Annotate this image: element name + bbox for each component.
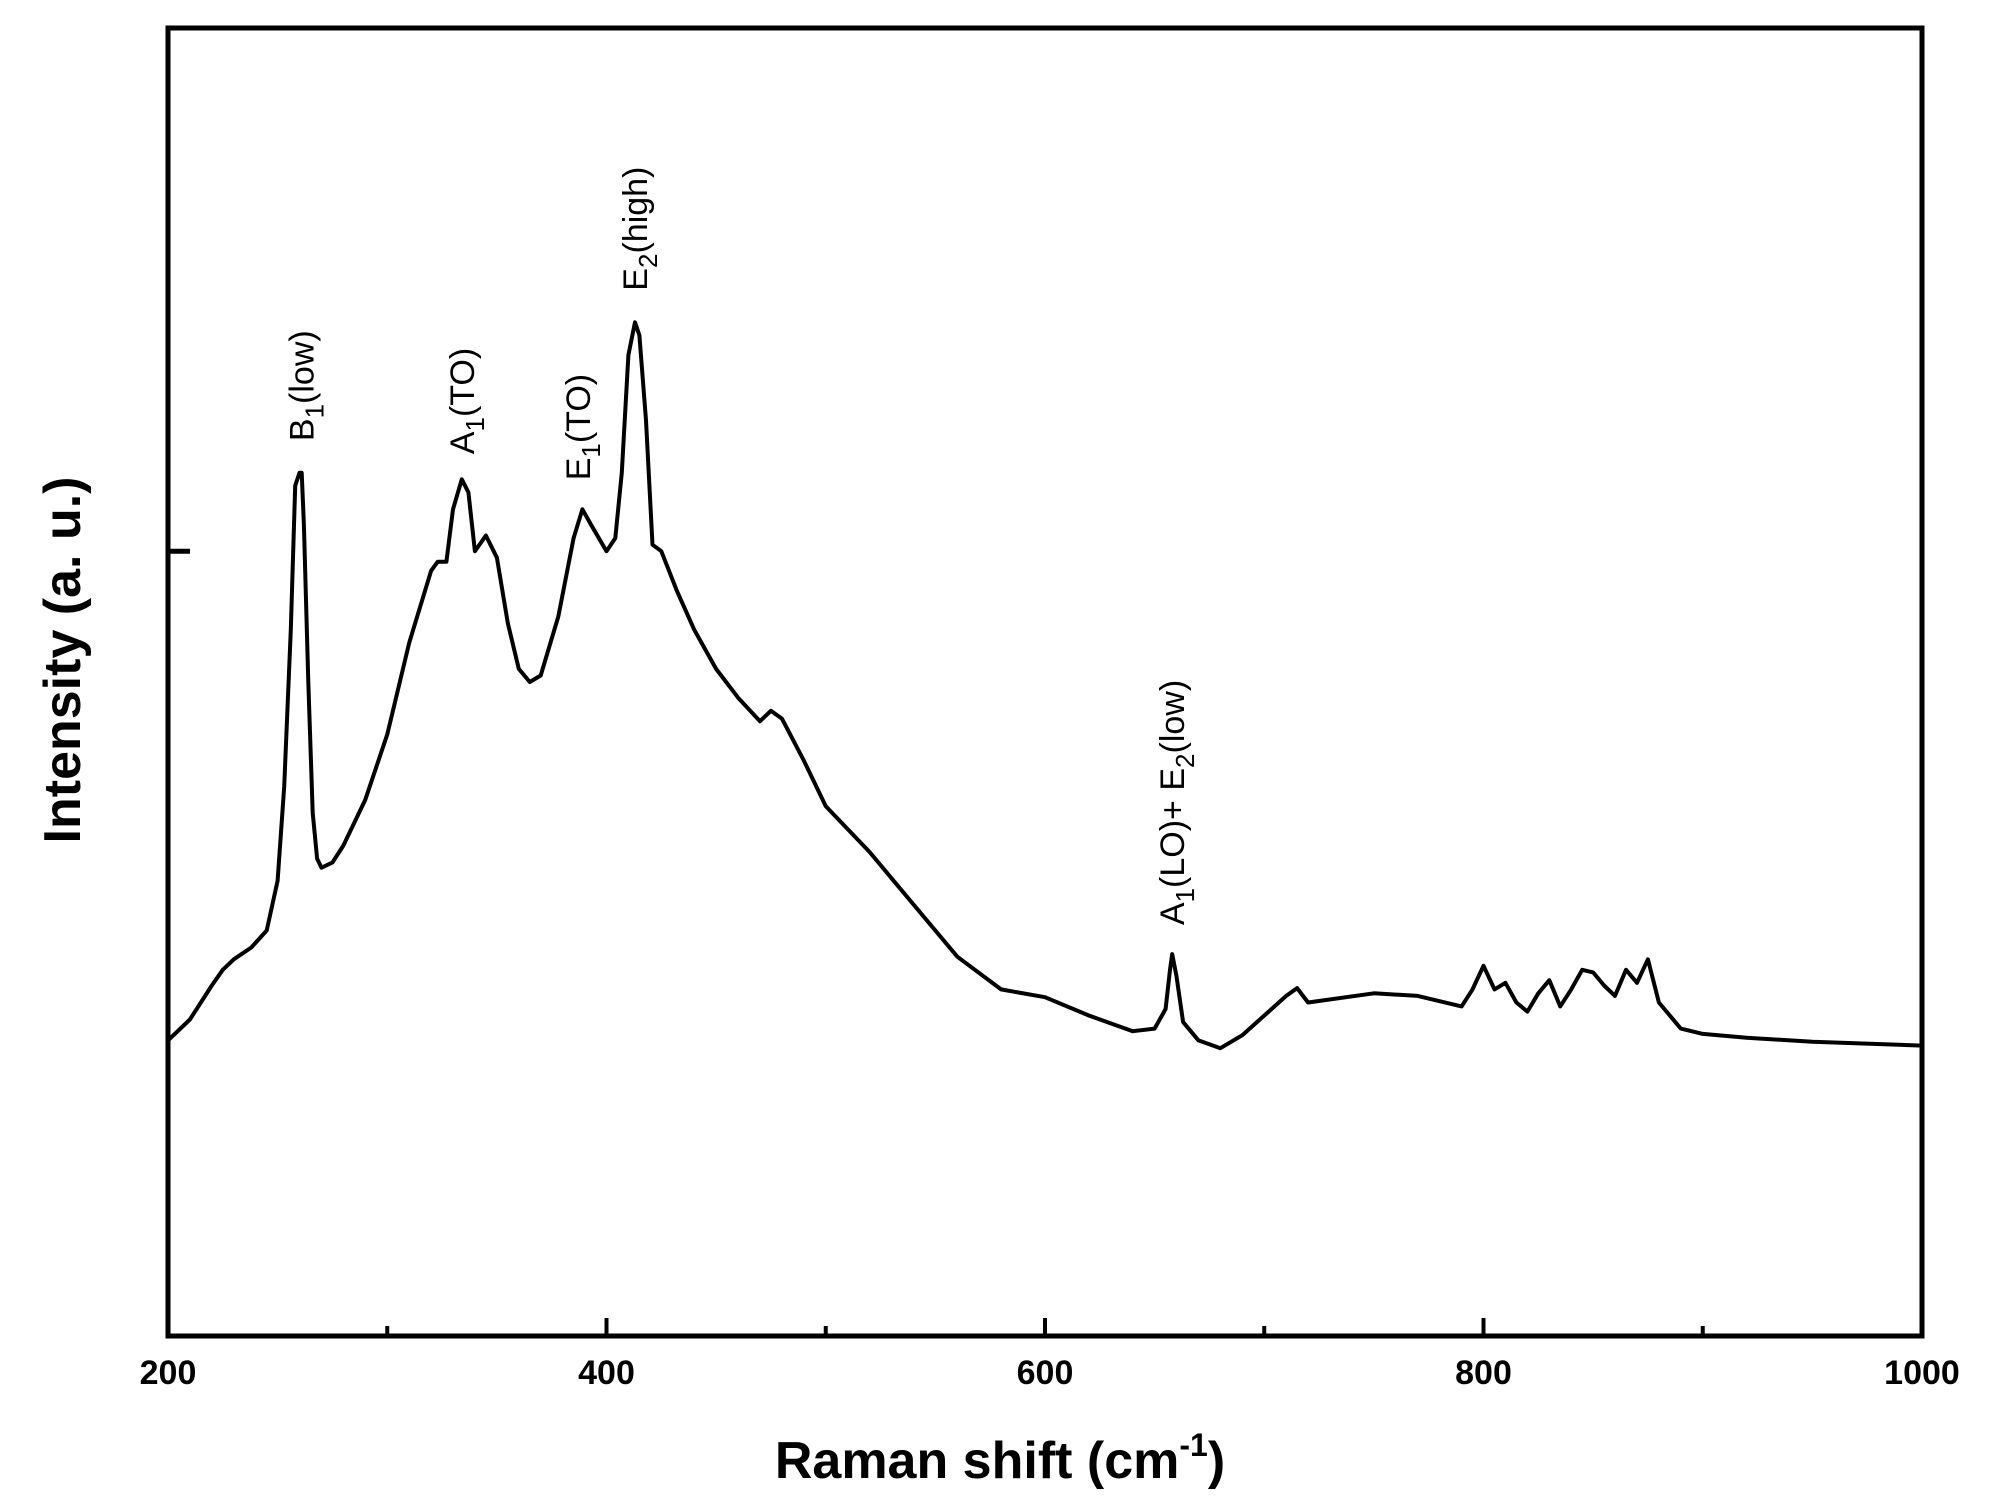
peak-label: E1(TO)	[560, 374, 606, 480]
plot-frame	[165, 25, 1925, 1339]
peak-label: B1(low)	[284, 330, 330, 441]
peak-label: A1(TO)	[444, 348, 490, 454]
x-tick-label: 800	[1455, 1354, 1512, 1392]
axis-ticks	[166, 548, 1924, 1336]
peak-label: A1(LO)+ E2(low)	[1154, 680, 1200, 925]
peak-label: E2(high)	[617, 167, 663, 291]
y-axis-title: Intensity (a. u.)	[34, 477, 92, 844]
spectrum-line	[166, 320, 1923, 1051]
x-tick-label: 200	[140, 1354, 197, 1392]
peak-annotations: B1(low) A1(TO) E1(TO) E2(high) A1(LO)+ E2(lo…	[284, 167, 1200, 925]
x-tick-label: 400	[578, 1354, 635, 1392]
x-tick-label: 600	[1017, 1354, 1074, 1392]
x-tick-label: 1000	[1884, 1354, 1960, 1392]
x-axis-title-superscript: -1	[1179, 1427, 1207, 1463]
x-axis-title: Raman shift (cm-1)	[775, 1427, 1225, 1490]
tick-labels: 200 400 600 800 1000	[140, 1354, 1960, 1392]
